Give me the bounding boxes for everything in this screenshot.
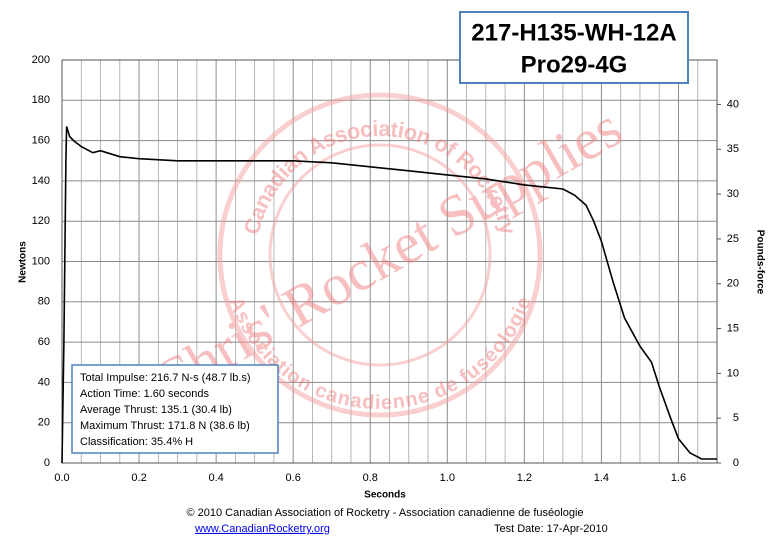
plot-border <box>61 59 718 464</box>
x-tick-label: 0.2 <box>131 472 146 484</box>
info-line: Total Impulse: 216.7 N-s (48.7 lb.s) <box>80 372 251 384</box>
x-tick-label: 1.4 <box>594 472 609 484</box>
y2-axis-label: Pounds-force <box>754 230 765 295</box>
y2-tick-label: 0 <box>733 457 739 469</box>
info-line: Classification: 35.4% H <box>80 436 193 448</box>
y-tick-label: 100 <box>32 255 50 267</box>
watermark-ring <box>268 143 492 367</box>
x-tick-label: 1.6 <box>671 472 686 484</box>
footer-link[interactable]: www.CanadianRocketry.org <box>194 523 330 535</box>
x-axis-label: Seconds <box>364 490 406 501</box>
x-tick-label: 1.0 <box>440 472 455 484</box>
y-tick-label: 60 <box>38 336 50 348</box>
y-tick-label: 40 <box>38 376 50 388</box>
title-box <box>459 11 689 84</box>
chart-title: 217-H135-WH-12A <box>471 19 676 46</box>
x-tick-label: 0.0 <box>54 472 69 484</box>
watermark-ring <box>217 92 543 418</box>
info-line: Action Time: 1.60 seconds <box>80 388 210 400</box>
y-tick-label: 140 <box>32 175 50 187</box>
y-tick-label: 200 <box>32 54 50 66</box>
series <box>61 126 717 464</box>
x-tick-label: 0.6 <box>286 472 301 484</box>
y2-tick-label: 5 <box>733 412 739 424</box>
y-tick-label: 160 <box>32 135 50 147</box>
footer-test-date: Test Date: 17-Apr-2010 <box>494 523 608 535</box>
info-box <box>71 364 279 454</box>
y-tick-label: 80 <box>38 296 50 308</box>
y2-tick-label: 20 <box>727 278 739 290</box>
y-tick-label: 0 <box>44 457 50 469</box>
y-tick-label: 180 <box>32 94 50 106</box>
y-tick-label: 120 <box>32 215 50 227</box>
y2-tick-label: 40 <box>727 98 739 110</box>
info-line: Maximum Thrust: 171.8 N (38.6 lb) <box>80 420 250 432</box>
info-line: Average Thrust: 135.1 (30.4 lb) <box>80 404 232 416</box>
x-tick-label: 1.2 <box>517 472 532 484</box>
y-tick-label: 20 <box>38 417 50 429</box>
x-tick-label: 0.4 <box>208 472 223 484</box>
info-lines: Total Impulse: 216.7 N-s (48.7 lb.s) Acti… <box>80 372 251 448</box>
y2-tick-label: 35 <box>727 143 739 155</box>
y2-tick-label: 10 <box>727 367 739 379</box>
y2-tick-label: 30 <box>727 188 739 200</box>
y2-tick-label: 25 <box>727 233 739 245</box>
y2-tick-label: 15 <box>727 322 739 334</box>
y-axis-label: Newtons <box>18 241 29 283</box>
thrust-line <box>61 126 717 464</box>
footer-copyright: © 2010 Canadian Association of Rocketry … <box>186 507 583 519</box>
x-tick-label: 0.8 <box>363 472 378 484</box>
chart-subtitle: Pro29-4G <box>521 51 628 78</box>
